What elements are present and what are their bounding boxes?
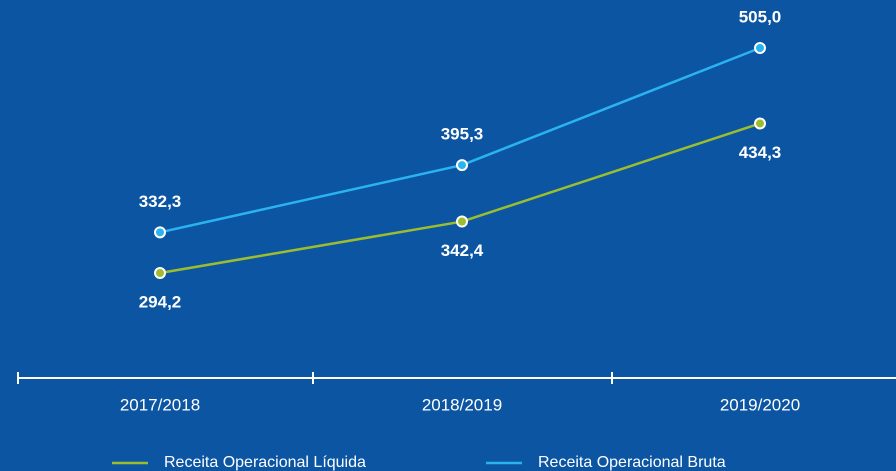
x-tick-label: 2017/2018 [120, 395, 200, 414]
legend-label: Receita Operacional Líquida [164, 454, 366, 471]
data-label: 332,3 [139, 192, 182, 211]
x-tick-label: 2018/2019 [422, 395, 502, 414]
point [755, 43, 765, 53]
point [755, 118, 765, 128]
data-label: 434,3 [739, 143, 782, 162]
point [457, 160, 467, 170]
data-label: 294,2 [139, 292, 182, 311]
chart: 2017/2018 2018/2019 2019/2020 294,2 342,4 434… [0, 0, 896, 471]
legend-label: Receita Operacional Bruta [538, 454, 726, 471]
point [457, 217, 467, 227]
point [155, 227, 165, 237]
x-tick-label: 2019/2020 [720, 395, 800, 414]
point [155, 268, 165, 278]
data-label: 342,4 [441, 241, 484, 260]
data-label: 505,0 [739, 7, 782, 26]
data-label: 395,3 [441, 125, 484, 144]
page: {"chart_data": {"type": "line", "categor… [0, 0, 896, 471]
